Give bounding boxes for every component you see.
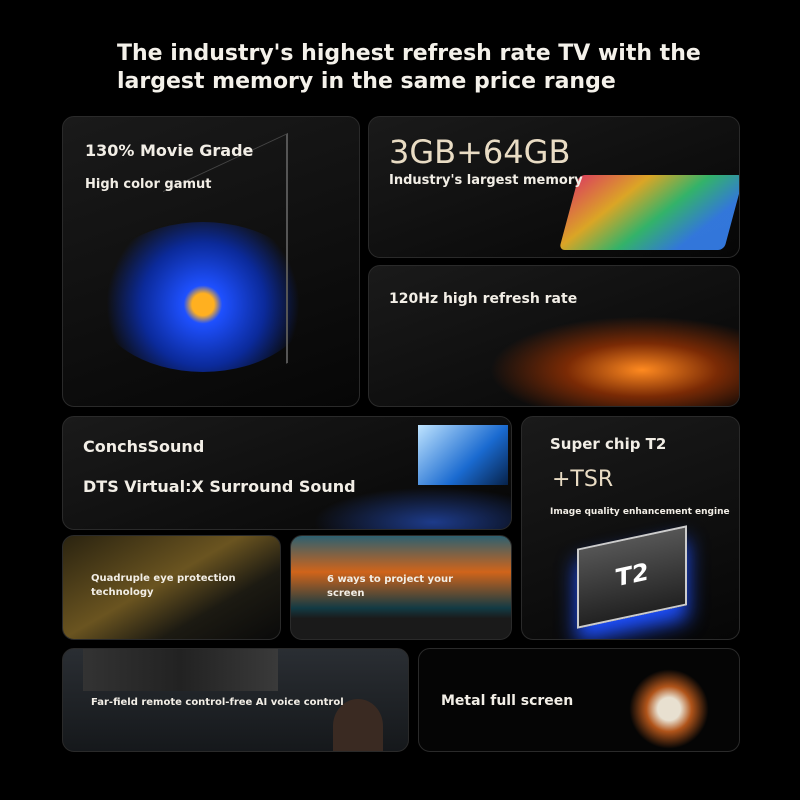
card-heading: Metal full screen: [441, 693, 574, 709]
tv-content-image: [83, 649, 278, 691]
card-subheading: Industry's largest memory: [389, 173, 583, 188]
app-grid-image: [558, 175, 739, 250]
home-theater-image: [313, 487, 511, 529]
astronaut-image: [629, 669, 709, 749]
card-metal-screen: Metal full screen: [418, 648, 740, 752]
tv-frame: [163, 132, 288, 406]
card-voice-control: Far-field remote control-free AI voice c…: [62, 648, 409, 752]
card-sound: ConchsSound DTS Virtual:X Surround Sound: [62, 416, 512, 530]
chip-label: T2: [615, 557, 649, 593]
card-chip: T2 Super chip T2 +TSR Image quality enha…: [521, 416, 740, 640]
card-heading: 120Hz high refresh rate: [389, 291, 578, 307]
memory-spec: 3GB+64GB: [389, 133, 571, 171]
card-heading: Quadruple eye protection technology: [91, 573, 236, 598]
card-heading: 130% Movie Grade: [85, 141, 254, 160]
blue-flower-image: [93, 222, 313, 372]
card-refresh-rate: 120Hz high refresh rate: [368, 265, 740, 407]
wave-tv-image: [418, 425, 508, 485]
card-memory: 3GB+64GB Industry's largest memory: [368, 116, 740, 258]
sports-car-image: [489, 316, 739, 406]
child-image: [333, 699, 383, 751]
chip-image: T2: [577, 525, 687, 629]
card-heading: 6 ways to project your screen: [327, 574, 454, 599]
card-subheading: High color gamut: [85, 177, 212, 192]
card-color-gamut: 130% Movie Grade High color gamut: [62, 116, 360, 407]
card-heading: Super chip T2: [550, 435, 667, 453]
tsr-label: +TSR: [552, 467, 614, 492]
card-subheading: DTS Virtual:X Surround Sound: [83, 477, 356, 496]
card-heading: Far-field remote control-free AI voice c…: [91, 697, 344, 708]
card-subheading: Image quality enhancement engine: [550, 507, 730, 517]
card-eye-protection: Quadruple eye protection technology: [62, 535, 281, 640]
card-heading: ConchsSound: [83, 437, 205, 456]
page-title: The industry's highest refresh rate TV w…: [117, 41, 701, 94]
card-screen-projection: 6 ways to project your screen: [290, 535, 512, 640]
